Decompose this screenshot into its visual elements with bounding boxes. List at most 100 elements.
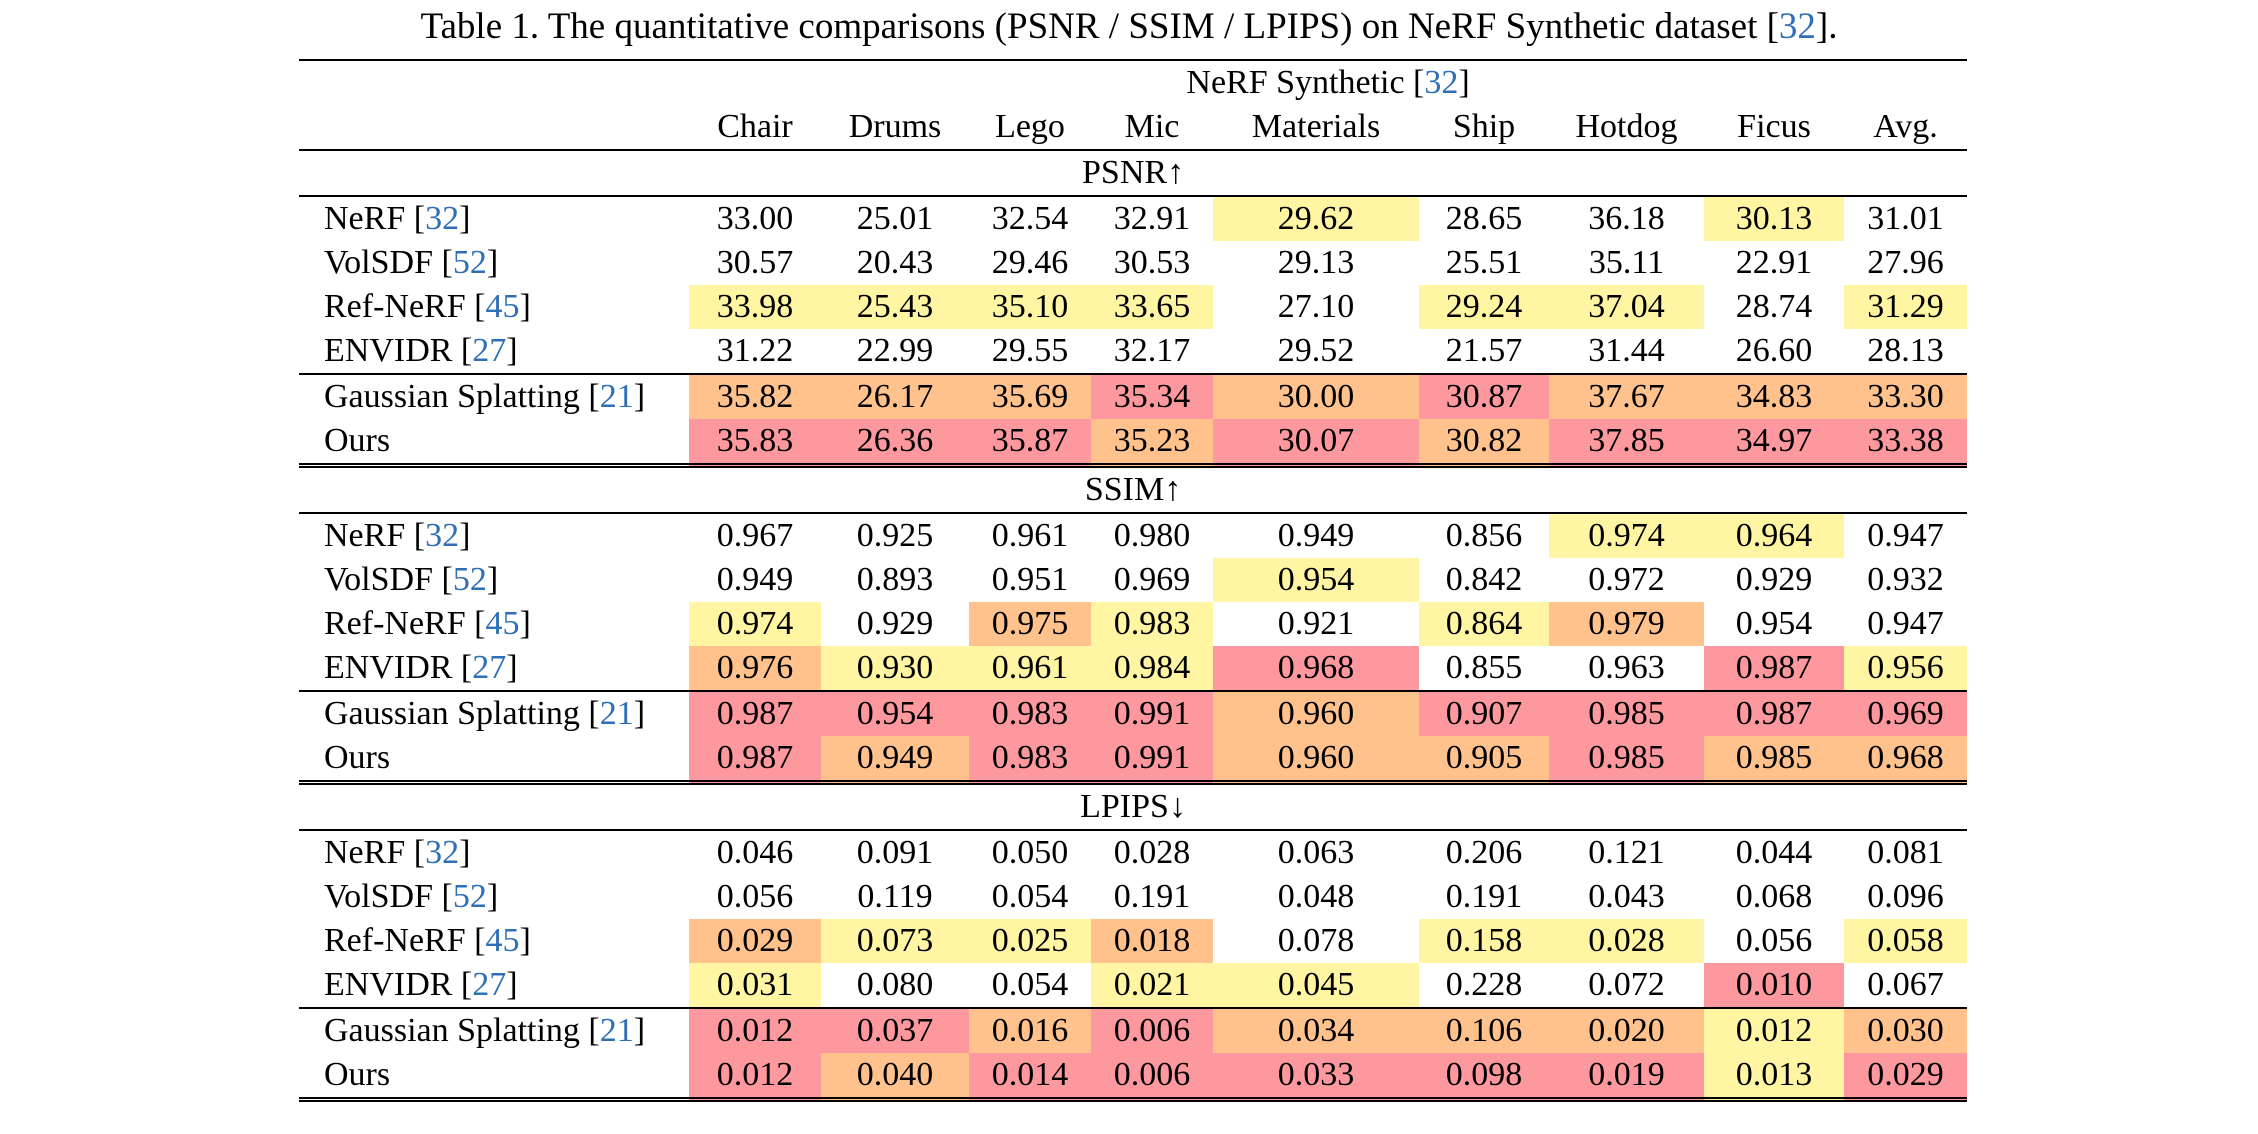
method-cell: ENVIDR [27] [299, 646, 689, 691]
value-cell: 0.985 [1704, 736, 1844, 783]
method-citation-link[interactable]: 52 [452, 561, 487, 598]
method-citation-link[interactable]: 27 [472, 649, 507, 686]
method-name: NeRF [ [324, 517, 426, 554]
value-cell: 0.080 [856, 966, 934, 1003]
method-name: Ours [324, 1056, 391, 1093]
value-cell: 0.963 [1588, 649, 1665, 686]
value-cell: 0.929 [1735, 561, 1813, 598]
value-cell: 0.006 [1091, 1053, 1213, 1102]
value-cell: 20.43 [856, 244, 934, 281]
method-citation-link[interactable]: 21 [599, 1012, 634, 1049]
method-citation-link[interactable]: 45 [485, 605, 520, 642]
value-cell: 0.044 [1704, 829, 1844, 875]
method-name: Ref-NeRF [ [324, 922, 486, 959]
value-cell: 0.907 [1419, 690, 1549, 736]
value-cell: 35.34 [1091, 373, 1213, 419]
method-name: Ours [324, 739, 391, 776]
dataset-citation-link[interactable]: 32 [1424, 64, 1459, 101]
value-cell: 0.954 [1213, 558, 1419, 602]
value-cell: 0.987 [1704, 646, 1844, 691]
method-citation-link[interactable]: 32 [425, 834, 460, 871]
method-citation-link[interactable]: 52 [452, 244, 487, 281]
value-cell: 0.121 [1549, 829, 1704, 875]
method-citation-link[interactable]: 32 [425, 200, 460, 237]
value-cell: 35.69 [969, 373, 1091, 419]
value-cell: 22.99 [856, 332, 934, 369]
value-cell: 0.949 [716, 561, 794, 598]
value-cell: 30.87 [1419, 373, 1549, 419]
value-cell: 29.24 [1419, 285, 1549, 329]
value-cell: 0.028 [1091, 829, 1213, 875]
value-cell: 22.91 [1735, 244, 1813, 281]
method-cell: VolSDF [52] [299, 241, 689, 285]
value-cell: 0.987 [689, 690, 821, 736]
value-cell: 0.012 [689, 1007, 821, 1053]
value-cell: 0.964 [1704, 512, 1844, 558]
value-cell: 0.983 [969, 736, 1091, 783]
method-citation-link[interactable]: 32 [425, 517, 460, 554]
caption-citation-link[interactable]: 32 [1778, 6, 1816, 47]
value-cell: 0.018 [1091, 919, 1213, 963]
method-citation-link[interactable]: 27 [472, 332, 507, 369]
method-cell: VolSDF [52] [299, 875, 689, 919]
value-cell: 0.856 [1419, 512, 1549, 558]
column-header: Lego [995, 108, 1065, 145]
method-cell: Ours [299, 736, 689, 783]
value-cell: 0.855 [1445, 649, 1523, 686]
column-header: Avg. [1873, 108, 1938, 145]
table-row: ENVIDR [27] 0.976 0.930 0.961 0.984 0.968 0.85… [299, 646, 1968, 691]
value-cell: 0.013 [1704, 1053, 1844, 1102]
value-cell: 0.984 [1091, 646, 1213, 691]
value-cell: 33.65 [1091, 285, 1213, 329]
value-cell: 35.11 [1588, 244, 1665, 281]
section-header-row: SSIM↑ [299, 463, 1968, 513]
table-row: NeRF [32] 0.046 0.091 0.050 0.028 0.063 0.206 0… [299, 829, 1968, 875]
value-cell: 0.078 [1277, 922, 1355, 959]
value-cell: 0.980 [1091, 512, 1213, 558]
value-cell: 26.36 [821, 419, 969, 466]
method-citation-link[interactable]: 27 [472, 966, 507, 1003]
value-cell: 0.987 [1704, 690, 1844, 736]
method-citation-close: ] [519, 922, 531, 959]
section-title: LPIPS↓ [299, 780, 1968, 830]
value-cell: 0.930 [821, 646, 969, 691]
value-cell: 0.961 [969, 646, 1091, 691]
method-citation-link[interactable]: 21 [599, 695, 634, 732]
value-cell: 28.74 [1735, 288, 1813, 325]
value-cell: 0.014 [969, 1053, 1091, 1102]
value-cell: 29.62 [1213, 195, 1419, 241]
method-citation-link[interactable]: 21 [599, 378, 634, 415]
column-header: Drums [848, 108, 942, 145]
section-header-row: LPIPS↓ [299, 780, 1968, 830]
value-cell: 30.57 [716, 244, 794, 281]
value-cell: 37.04 [1549, 285, 1704, 329]
caption-suffix: ]. [1815, 6, 1838, 47]
method-cell: VolSDF [52] [299, 558, 689, 602]
method-citation-link[interactable]: 52 [452, 878, 487, 915]
value-cell: 0.056 [1735, 922, 1813, 959]
method-cell: NeRF [32] [299, 512, 689, 558]
value-cell: 0.030 [1844, 1007, 1968, 1053]
table-row: Ref-NeRF [45] 33.98 25.43 35.10 33.65 27.10 29… [299, 285, 1968, 329]
value-cell: 0.033 [1213, 1053, 1419, 1102]
method-name: Ref-NeRF [ [324, 605, 486, 642]
method-citation-close: ] [506, 332, 518, 369]
method-cell: Gaussian Splatting [21] [299, 373, 689, 419]
value-cell: 0.021 [1091, 963, 1213, 1008]
value-cell: 0.119 [857, 878, 933, 915]
method-name: Gaussian Splatting [ [324, 378, 600, 415]
value-cell: 0.991 [1091, 690, 1213, 736]
method-citation-link[interactable]: 45 [485, 922, 520, 959]
value-cell: 0.956 [1844, 646, 1968, 691]
column-header: Materials [1251, 108, 1381, 145]
table-row: VolSDF [52] 0.949 0.893 0.951 0.969 0.954 0.84… [299, 558, 1967, 602]
table-row: VolSDF [52] 30.57 20.43 29.46 30.53 29.13 25.5… [299, 241, 1967, 285]
value-cell: 0.969 [1113, 561, 1191, 598]
method-citation-close: ] [519, 288, 531, 325]
table-body: NeRF Synthetic [32] Chair Drums Lego Mic… [299, 59, 1968, 1102]
method-citation-link[interactable]: 45 [485, 288, 520, 325]
value-cell: 0.905 [1419, 736, 1549, 783]
value-cell: 34.83 [1704, 373, 1844, 419]
value-cell: 25.43 [821, 285, 969, 329]
method-name: VolSDF [ [324, 878, 453, 915]
